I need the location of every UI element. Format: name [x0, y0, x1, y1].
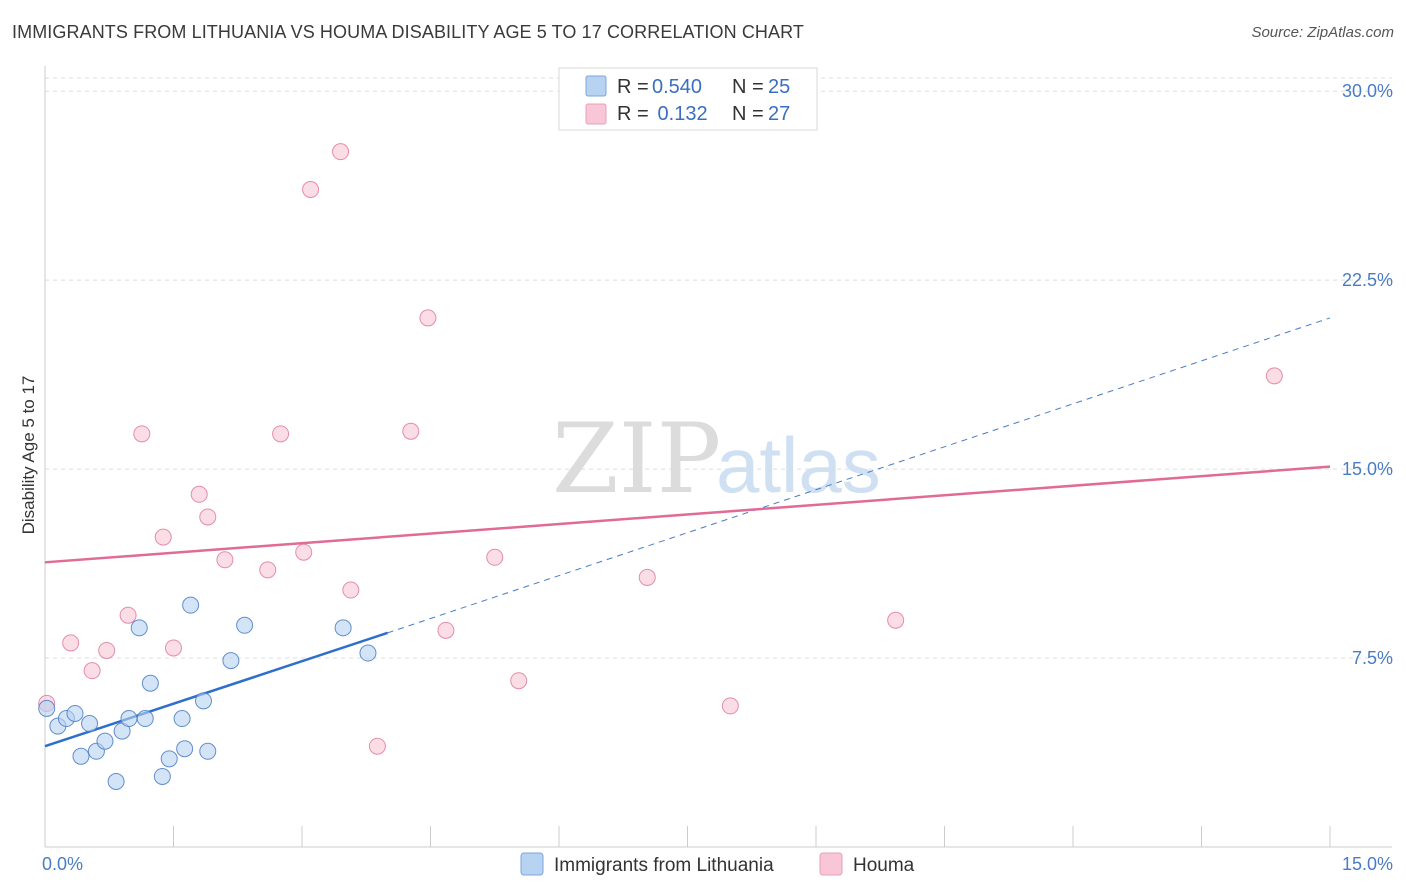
point-houma-2: [83, 662, 101, 680]
legend-n-label-2: N =: [732, 103, 764, 125]
x-tick-label-1: 15.0%: [1342, 854, 1393, 874]
point-lithuania-21: [222, 652, 240, 670]
legend-n-value-2: 27: [768, 103, 790, 125]
point-houma-7: [165, 639, 182, 657]
point-lithuania-12: [136, 710, 154, 728]
point-houma-4: [119, 606, 137, 624]
point-lithuania-22: [236, 616, 254, 634]
point-lithuania-4: [72, 747, 90, 765]
point-houma-6: [154, 528, 172, 546]
y-axis-title: Disability Age 5 to 17: [19, 376, 38, 535]
point-houma-26: [1265, 367, 1283, 385]
axes: [44, 66, 1392, 848]
trend-line-lithuania: [44, 631, 389, 748]
point-lithuania-8: [107, 772, 125, 790]
point-houma-20: [437, 621, 455, 639]
legend-r-value-2: 0.132: [652, 103, 708, 125]
point-lithuania-24: [359, 644, 377, 662]
point-lithuania-11: [130, 619, 148, 637]
bottom-legend-label-houma: Houma: [853, 855, 915, 876]
point-lithuania-17: [176, 740, 194, 758]
watermark-atlas: atlas: [716, 421, 881, 509]
legend-n-value-1: 25: [768, 76, 790, 98]
point-lithuania-15: [160, 750, 178, 768]
chart-source: Source: ZipAtlas.com: [1251, 24, 1394, 41]
chart-title: IMMIGRANTS FROM LITHUANIA VS HOUMA DISAB…: [12, 22, 804, 42]
y-tick-label-0: 7.5%: [1352, 648, 1393, 668]
point-lithuania-19: [194, 692, 212, 710]
point-houma-14: [302, 180, 320, 198]
point-houma-13: [295, 543, 313, 561]
legend-r-value-1: 0.540: [652, 76, 702, 98]
watermark-zip: ZIP: [552, 403, 721, 515]
y-tick-label-3: 30.0%: [1342, 81, 1393, 101]
point-lithuania-0: [38, 699, 56, 717]
point-houma-8: [190, 485, 208, 503]
grid: [45, 77, 1392, 659]
point-lithuania-20: [199, 742, 217, 760]
tick-labels: 7.5% 15.0% 22.5% 30.0% 0.0% 15.0%: [42, 81, 1393, 874]
trend-lines: [44, 317, 1331, 748]
trend-line-houma: [44, 465, 1331, 564]
point-houma-23: [638, 568, 656, 586]
x-tick-label-0: 0.0%: [42, 854, 83, 874]
point-houma-16: [342, 581, 360, 599]
point-lithuania-14: [153, 767, 171, 785]
point-lithuania-7: [96, 732, 114, 750]
point-houma-12: [272, 425, 290, 443]
bottom-legend: Immigrants from Lithuania Houma: [520, 852, 915, 876]
y-tick-label-2: 22.5%: [1342, 270, 1393, 290]
legend-r-label-1: R =: [617, 76, 649, 98]
trend-line-lithuania-extension: [387, 317, 1331, 634]
point-houma-1: [62, 634, 80, 652]
point-houma-5: [133, 425, 151, 443]
legend-swatch-houma: [585, 103, 607, 125]
point-houma-19: [419, 309, 437, 327]
bottom-legend-swatch-houma: [819, 852, 843, 876]
bottom-legend-label-lithuania: Immigrants from Lithuania: [554, 855, 774, 876]
point-houma-11: [259, 561, 277, 579]
point-lithuania-16: [173, 710, 191, 728]
data-points: [38, 143, 1283, 790]
point-houma-24: [721, 697, 739, 715]
point-lithuania-13: [141, 674, 159, 692]
point-houma-18: [402, 422, 420, 440]
watermark: ZIP atlas: [552, 403, 881, 515]
point-lithuania-3: [66, 704, 84, 722]
point-houma-21: [486, 548, 504, 566]
point-houma-9: [199, 508, 217, 526]
point-houma-22: [510, 672, 528, 690]
point-houma-25: [887, 611, 905, 629]
point-lithuania-5: [81, 715, 99, 733]
bottom-legend-swatch-lithuania: [520, 852, 544, 876]
point-lithuania-10: [120, 710, 138, 728]
legend-r-label-2: R =: [617, 103, 649, 125]
point-lithuania-18: [182, 596, 200, 614]
legend-n-label-1: N =: [732, 76, 764, 98]
top-legend: R = 0.540 N = 25 R = 0.132 N = 27: [558, 67, 818, 131]
point-houma-17: [368, 737, 386, 755]
y-tick-label-1: 15.0%: [1342, 459, 1393, 479]
point-houma-10: [216, 551, 234, 569]
legend-swatch-lithuania: [585, 75, 607, 97]
point-houma-15: [332, 143, 350, 161]
point-houma-3: [98, 641, 116, 659]
point-lithuania-23: [334, 619, 352, 637]
